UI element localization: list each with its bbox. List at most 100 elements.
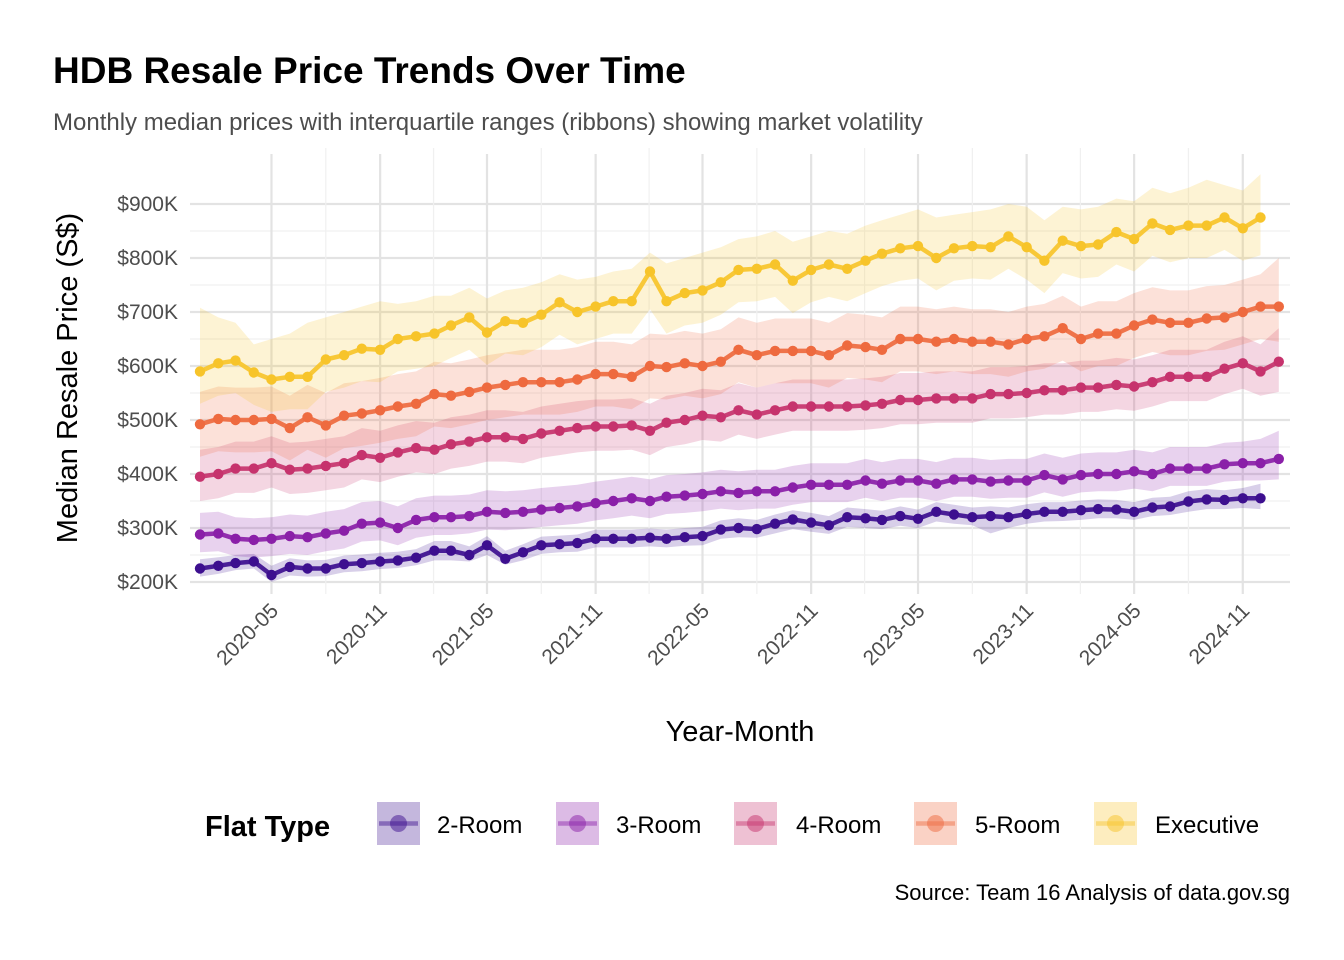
x-tick-label: 2023-11 <box>969 599 1039 669</box>
data-point-executive <box>445 320 457 331</box>
data-point-2-room <box>931 506 942 517</box>
grid-lines <box>190 148 1290 594</box>
data-point-executive <box>1219 212 1230 223</box>
data-point-5-room <box>787 345 798 357</box>
data-point-4-room <box>769 405 781 416</box>
data-point-4-room <box>1075 382 1087 393</box>
data-point-executive <box>895 243 906 254</box>
data-point-3-room <box>1183 463 1194 474</box>
data-point-5-room <box>1183 317 1194 328</box>
data-point-executive <box>931 252 942 264</box>
data-point-2-room <box>1201 494 1212 505</box>
data-point-3-room <box>445 512 457 523</box>
data-point-3-room <box>1075 469 1087 481</box>
data-point-3-room <box>860 475 871 486</box>
data-point-5-room <box>860 341 871 353</box>
data-point-executive <box>356 343 367 354</box>
data-point-3-room <box>536 504 547 515</box>
data-point-5-room <box>392 401 403 412</box>
median-lines <box>194 212 1285 581</box>
data-point-executive <box>876 248 888 259</box>
data-point-2-room <box>284 561 295 573</box>
x-tick-label: 2022-11 <box>753 599 823 669</box>
data-point-5-room <box>1075 333 1087 345</box>
data-point-5-room <box>213 413 224 425</box>
data-point-2-room <box>967 512 978 523</box>
data-point-5-room <box>320 420 331 431</box>
data-point-5-room <box>410 398 422 409</box>
data-point-5-room <box>967 336 978 347</box>
data-point-2-room <box>644 532 656 543</box>
legend-label-2-room: 2-Room <box>437 812 522 839</box>
data-point-4-room <box>1003 388 1014 400</box>
data-point-3-room <box>679 490 690 501</box>
data-point-2-room <box>445 545 457 556</box>
data-point-3-room <box>266 533 277 544</box>
data-point-executive <box>1164 224 1176 236</box>
data-point-4-room <box>1201 371 1212 382</box>
legend: Flat Type 2-Room 3-Room 4-Room 5-Room Execut… <box>205 802 1259 845</box>
data-point-5-room <box>608 368 619 380</box>
data-point-executive <box>751 263 762 274</box>
data-point-4-room <box>876 398 888 409</box>
data-point-2-room <box>626 533 637 544</box>
data-point-3-room <box>1273 453 1285 465</box>
data-point-2-room <box>1147 502 1158 513</box>
data-point-2-room <box>1219 494 1230 506</box>
data-point-2-room <box>481 540 493 551</box>
data-point-executive <box>644 266 656 277</box>
data-point-3-room <box>931 478 942 489</box>
data-point-2-room <box>248 556 259 567</box>
data-point-4-room <box>787 401 798 412</box>
data-point-2-room <box>751 523 762 535</box>
data-point-executive <box>194 366 206 377</box>
data-point-5-room <box>1164 317 1176 328</box>
data-point-3-room <box>644 495 656 507</box>
data-point-3-room <box>715 486 726 497</box>
data-point-3-room <box>912 475 924 486</box>
data-point-executive <box>715 277 726 288</box>
data-point-4-room <box>1255 366 1266 377</box>
data-point-2-room <box>1075 505 1087 516</box>
data-point-3-room <box>733 487 744 499</box>
data-point-3-room <box>895 475 906 486</box>
data-point-2-room <box>1111 504 1122 515</box>
data-point-4-room <box>517 433 529 445</box>
data-point-5-room <box>536 377 547 388</box>
data-point-2-room <box>554 539 565 550</box>
data-point-2-room <box>500 553 511 564</box>
data-point-executive <box>572 306 583 318</box>
legend-label-3-room: 3-Room <box>616 812 701 839</box>
chart-title: HDB Resale Price Trends Over Time <box>53 50 686 91</box>
data-point-executive <box>338 350 350 361</box>
data-point-3-room <box>302 532 313 543</box>
y-tick-label: $200K <box>117 571 178 594</box>
data-point-4-room <box>644 425 656 436</box>
data-point-executive <box>1057 235 1068 246</box>
data-point-5-room <box>1219 312 1230 323</box>
data-point-5-room <box>733 344 744 355</box>
data-point-3-room <box>626 493 637 504</box>
data-point-executive <box>733 264 744 276</box>
legend-point <box>927 815 944 832</box>
data-point-2-room <box>464 549 475 561</box>
data-point-4-room <box>842 401 853 412</box>
data-point-5-room <box>985 336 996 347</box>
x-tick-label: 2023-05 <box>859 599 930 670</box>
legend-point <box>1107 815 1124 832</box>
data-point-3-room <box>410 514 422 526</box>
data-point-2-room <box>1164 501 1176 512</box>
data-point-4-room <box>284 464 295 475</box>
data-point-3-room <box>1092 468 1104 480</box>
data-point-2-room <box>392 555 403 566</box>
data-point-5-room <box>948 333 960 345</box>
data-point-4-room <box>1164 371 1176 382</box>
data-point-3-room <box>464 510 475 522</box>
y-axis-ticks: $200K $300K $400K $500K $600K $700K $800K $900K <box>117 193 178 594</box>
data-point-4-room <box>733 405 744 416</box>
data-point-3-room <box>787 482 798 493</box>
legend-point <box>747 815 764 832</box>
data-point-2-room <box>876 514 888 526</box>
data-point-executive <box>517 317 529 328</box>
data-point-4-room <box>895 394 906 406</box>
